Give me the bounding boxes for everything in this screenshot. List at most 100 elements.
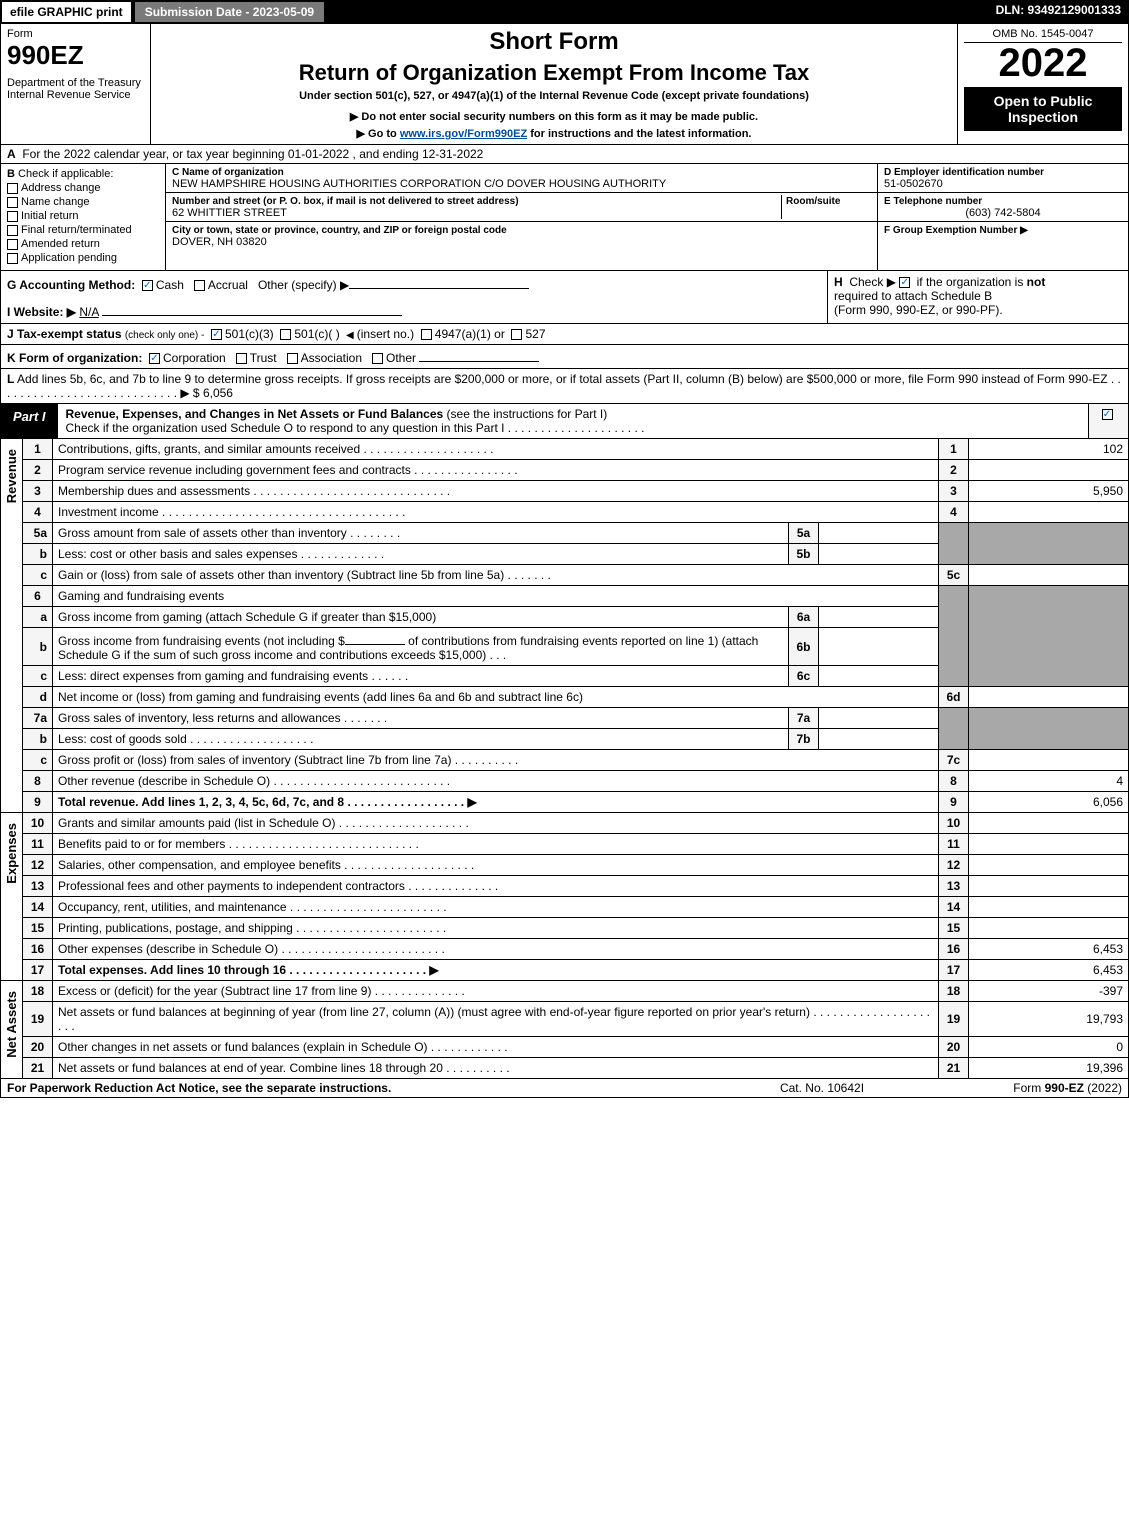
expenses-vert-label: Expenses xyxy=(0,813,22,981)
irs-link[interactable]: www.irs.gov/Form990EZ xyxy=(400,128,527,140)
line-20: 20Other changes in net assets or fund ba… xyxy=(23,1037,1129,1058)
box-b-label: Address change xyxy=(21,182,101,194)
box-b-checkbox[interactable] xyxy=(7,197,18,208)
schedule-b-checkbox[interactable] xyxy=(899,277,910,288)
label-h: H xyxy=(834,275,843,289)
goto-pre: ▶ Go to xyxy=(357,128,400,140)
part-1-tab: Part I xyxy=(1,404,58,438)
city-value: DOVER, NH 03820 xyxy=(172,236,267,248)
page-footer: For Paperwork Reduction Act Notice, see … xyxy=(0,1079,1129,1098)
j-opt1: 501(c)(3) xyxy=(225,327,274,341)
box-b-item: Initial return xyxy=(7,210,159,222)
under-section-text: Under section 501(c), 527, or 4947(a)(1)… xyxy=(157,90,951,102)
box-b-checkbox[interactable] xyxy=(7,253,18,264)
goto-post: for instructions and the latest informat… xyxy=(527,128,751,140)
h-text3: (Form 990, 990-EZ, or 990-PF). xyxy=(834,303,1003,317)
j-4947-checkbox[interactable] xyxy=(421,329,432,340)
box-b-checkbox[interactable] xyxy=(7,183,18,194)
j-501c3-checkbox[interactable] xyxy=(211,329,222,340)
part-1-check-cell xyxy=(1088,404,1128,438)
box-b-heading: Check if applicable: xyxy=(18,168,113,180)
row-a-text: For the 2022 calendar year, or tax year … xyxy=(22,147,483,161)
goto-instructions: ▶ Go to www.irs.gov/Form990EZ for instru… xyxy=(157,127,951,140)
j-501c-checkbox[interactable] xyxy=(280,329,291,340)
line-1: 1Contributions, gifts, grants, and simil… xyxy=(23,439,1129,460)
revenue-table: 1Contributions, gifts, grants, and simil… xyxy=(22,439,1129,813)
part-1-title: Revenue, Expenses, and Changes in Net As… xyxy=(66,407,444,421)
box-def: D Employer identification number 51-0502… xyxy=(878,164,1128,270)
k-assoc-checkbox[interactable] xyxy=(287,353,298,364)
arrow-left-icon xyxy=(343,327,357,341)
label-c: C xyxy=(172,167,179,178)
k-assoc: Association xyxy=(301,351,362,365)
box-b: B Check if applicable: Address changeNam… xyxy=(1,164,166,270)
box-b-item: Amended return xyxy=(7,238,159,250)
6b-amount-input[interactable] xyxy=(345,631,405,645)
section-bcdef: B Check if applicable: Address changeNam… xyxy=(0,164,1129,271)
dept-treasury: Department of the Treasury Internal Reve… xyxy=(7,77,144,101)
section-ghi: G Accounting Method: Cash Accrual Other … xyxy=(0,271,1129,324)
form-number: 990EZ xyxy=(7,40,144,71)
website-value: N/A xyxy=(79,305,98,319)
j-opt2: 501(c)( ) xyxy=(294,327,339,341)
form-header: Form 990EZ Department of the Treasury In… xyxy=(0,24,1129,145)
label-j: J Tax-exempt status xyxy=(7,327,122,341)
accrual-label: Accrual xyxy=(208,278,248,292)
accrual-checkbox[interactable] xyxy=(194,280,205,291)
k-trust: Trust xyxy=(250,351,277,365)
expenses-table: 10Grants and similar amounts paid (list … xyxy=(22,813,1129,981)
row-l: L Add lines 5b, 6c, and 7b to line 9 to … xyxy=(0,369,1129,404)
line-5a: 5aGross amount from sale of assets other… xyxy=(23,523,1129,544)
header-right: OMB No. 1545-0047 2022 Open to Public In… xyxy=(958,24,1128,144)
box-b-checkbox[interactable] xyxy=(7,225,18,236)
submission-date-label: Submission Date - 2023-05-09 xyxy=(133,0,326,24)
j-opt3: 4947(a)(1) or xyxy=(435,327,505,341)
efile-graphic-print-button[interactable]: efile GRAPHIC print xyxy=(0,0,133,24)
other-specify-input[interactable] xyxy=(349,275,529,289)
k-other: Other xyxy=(386,351,416,365)
line-11: 11Benefits paid to or for members . . . … xyxy=(23,834,1129,855)
cash-checkbox[interactable] xyxy=(142,280,153,291)
line-17: 17Total expenses. Add lines 10 through 1… xyxy=(23,960,1129,981)
expenses-section: Expenses 10Grants and similar amounts pa… xyxy=(0,813,1129,981)
j-small: (check only one) - xyxy=(125,330,204,341)
part-1-schedule-o-checkbox[interactable] xyxy=(1102,409,1113,420)
part-1-check-text: Check if the organization used Schedule … xyxy=(66,421,645,435)
j-insert: (insert no.) xyxy=(357,327,414,341)
room-suite-label: Room/suite xyxy=(786,196,840,207)
open-to-public-text: Open to Public Inspection xyxy=(968,93,1118,125)
part-1-header: Part I Revenue, Expenses, and Changes in… xyxy=(0,404,1129,439)
label-e: E Telephone number xyxy=(884,196,982,207)
label-k: K Form of organization: xyxy=(7,351,142,365)
box-b-label: Final return/terminated xyxy=(21,224,132,236)
k-trust-checkbox[interactable] xyxy=(236,353,247,364)
k-other-input[interactable] xyxy=(419,348,539,362)
box-b-label: Initial return xyxy=(21,210,78,222)
phone-value: (603) 742-5804 xyxy=(884,207,1122,219)
l-value: 6,056 xyxy=(203,386,233,400)
k-other-checkbox[interactable] xyxy=(372,353,383,364)
box-b-item: Name change xyxy=(7,196,159,208)
label-g: G Accounting Method: xyxy=(7,278,135,292)
box-b-checkbox[interactable] xyxy=(7,239,18,250)
k-corp: Corporation xyxy=(163,351,226,365)
line-6: 6Gaming and fundraising events xyxy=(23,586,1129,607)
other-label: Other (specify) ▶ xyxy=(258,278,349,292)
h-text-post: if the organization is xyxy=(917,275,1027,289)
top-bar: efile GRAPHIC print Submission Date - 20… xyxy=(0,0,1129,24)
revenue-section: Revenue 1Contributions, gifts, grants, a… xyxy=(0,439,1129,813)
j-527-checkbox[interactable] xyxy=(511,329,522,340)
line-21: 21Net assets or fund balances at end of … xyxy=(23,1058,1129,1079)
label-l: L xyxy=(7,372,14,386)
line-8: 8Other revenue (describe in Schedule O) … xyxy=(23,771,1129,792)
k-corp-checkbox[interactable] xyxy=(149,353,160,364)
box-b-checkbox[interactable] xyxy=(7,211,18,222)
line-7c: cGross profit or (loss) from sales of in… xyxy=(23,750,1129,771)
box-b-label: Name change xyxy=(21,196,90,208)
do-not-enter-ssn: ▶ Do not enter social security numbers o… xyxy=(157,110,951,123)
label-f: F Group Exemption Number ▶ xyxy=(884,225,1028,236)
form-990ez-page: efile GRAPHIC print Submission Date - 20… xyxy=(0,0,1129,1098)
row-k: K Form of organization: Corporation Trus… xyxy=(0,345,1129,369)
l-text: Add lines 5b, 6c, and 7b to line 9 to de… xyxy=(7,372,1121,400)
street-label: Number and street (or P. O. box, if mail… xyxy=(172,196,519,207)
